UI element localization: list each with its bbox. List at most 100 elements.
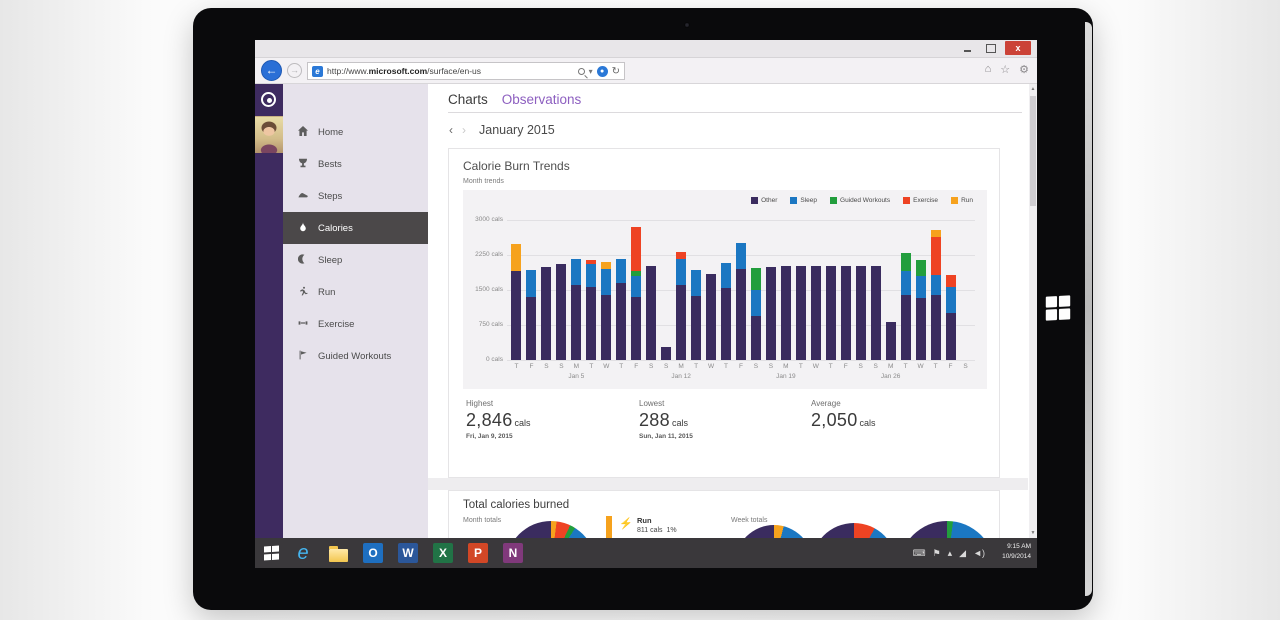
minimize-button[interactable] xyxy=(957,41,977,55)
site-favicon: e xyxy=(312,65,323,77)
sidebar-item-label: Calories xyxy=(318,222,353,234)
x-axis-day-label: M xyxy=(783,363,789,370)
legend-swatch xyxy=(903,197,911,204)
avatar[interactable] xyxy=(255,116,283,153)
x-axis-day-label: M xyxy=(573,363,580,370)
calorie-bar-chart: Other Sleep Guided Workouts Exercise Run 300… xyxy=(463,190,987,389)
windows-bezel-logo[interactable] xyxy=(1045,295,1071,321)
sidebar-item-bests[interactable]: Bests xyxy=(283,148,428,180)
x-axis-day-label: F xyxy=(739,363,743,370)
home-icon[interactable]: ⌂ xyxy=(984,63,992,75)
system-tray: ⌨ ⚑ ▴ ◢ ◄) xyxy=(913,538,985,568)
app-logo-button[interactable] xyxy=(261,92,276,107)
bar-segment-other xyxy=(750,315,761,360)
legend-swatch xyxy=(830,197,838,204)
page-scrollbar[interactable]: ▲ ▼ xyxy=(1029,84,1037,568)
bar-segment-guided-workouts xyxy=(750,267,761,290)
x-axis-day-label: S xyxy=(858,363,863,370)
powerpoint-icon[interactable]: P xyxy=(468,543,488,563)
sidebar-item-calories[interactable]: Calories xyxy=(283,212,428,244)
back-button[interactable]: ← xyxy=(261,60,282,81)
outlook-icon[interactable]: O xyxy=(363,543,383,563)
sidebar-item-label: Bests xyxy=(318,158,342,170)
week-totals-label: Week totals xyxy=(731,517,768,524)
stat-highest: Highest 2,846 cals Fri, Jan 9, 2015 xyxy=(466,399,531,440)
bar-segment-run xyxy=(930,230,941,237)
bar-segment-guided-workouts xyxy=(915,259,926,277)
sidebar-item-run[interactable]: Run xyxy=(283,276,428,308)
address-bar[interactable]: e http://www.microsoft.com/surface/en-us… xyxy=(307,62,625,80)
summary-stats: Highest 2,846 cals Fri, Jan 9, 2015 Lowes… xyxy=(449,399,1001,469)
bar-segment-other xyxy=(795,266,806,360)
file-explorer-icon[interactable] xyxy=(328,543,348,563)
bar-segment-guided-workouts xyxy=(900,252,911,272)
volume-icon[interactable]: ◄) xyxy=(973,548,985,558)
x-axis-day-label: T xyxy=(933,363,938,370)
x-axis-day-label: S xyxy=(753,363,759,370)
sidebar-item-exercise[interactable]: Exercise xyxy=(283,308,428,340)
dumbbell-icon xyxy=(298,318,308,331)
bar-segment-other xyxy=(586,287,597,360)
show-hidden-icons-button[interactable]: ▴ xyxy=(947,547,953,558)
sidebar-item-guided-workouts[interactable]: Guided Workouts xyxy=(283,340,428,372)
screen: x ← → e http://www.microsoft.com/surface… xyxy=(255,40,1037,568)
app-rail xyxy=(255,84,283,568)
runner-icon xyxy=(298,286,308,299)
sidebar-item-sleep[interactable]: Sleep xyxy=(283,244,428,276)
legend-item-other: Other xyxy=(751,197,777,204)
search-icon[interactable] xyxy=(577,67,585,75)
excel-icon[interactable]: X xyxy=(433,543,453,563)
prev-month-button[interactable]: ‹ xyxy=(449,123,453,137)
maximize-button[interactable] xyxy=(981,41,1001,55)
word-icon[interactable]: W xyxy=(398,543,418,563)
compatibility-icon[interactable]: ● xyxy=(596,65,608,77)
bar-segment-sleep xyxy=(750,290,761,316)
onenote-icon[interactable]: N xyxy=(503,543,523,563)
sidebar-item-label: Exercise xyxy=(318,318,355,330)
close-button[interactable]: x xyxy=(1005,41,1031,55)
flag-icon xyxy=(298,350,308,363)
action-center-flag-icon[interactable]: ⚑ xyxy=(932,547,941,558)
bar-segment-other xyxy=(765,266,776,360)
sidebar-item-label: Steps xyxy=(318,190,343,202)
x-axis-week-label: Jan 12 xyxy=(671,373,691,380)
sidebar-item-home[interactable]: Home xyxy=(283,116,428,148)
touch-keyboard-icon[interactable]: ⌨ xyxy=(912,547,926,558)
url-text: http://www.microsoft.com/surface/en-us xyxy=(327,66,482,76)
flame-icon xyxy=(298,221,308,235)
bar-segment-other xyxy=(930,294,941,360)
x-axis-day-label: W xyxy=(812,363,819,370)
bar-segment-other xyxy=(736,269,746,360)
bar-segment-other xyxy=(571,285,582,360)
scrollbar-thumb[interactable] xyxy=(1030,96,1036,206)
chevron-down-icon[interactable]: ▾ xyxy=(588,66,593,76)
bar-segment-sleep xyxy=(601,269,612,295)
gear-icon[interactable]: ⚙ xyxy=(1019,64,1029,76)
bar-segment-other xyxy=(556,263,567,360)
scroll-down-arrow[interactable]: ▼ xyxy=(1030,530,1036,536)
favorites-star-icon[interactable]: ☆ xyxy=(1000,64,1011,76)
bar-segment-sleep xyxy=(571,259,582,286)
y-axis-label: 2250 cals xyxy=(475,251,503,258)
forward-button[interactable]: → xyxy=(287,63,302,78)
network-icon[interactable]: ◢ xyxy=(959,547,967,558)
bar-segment-other xyxy=(541,266,552,360)
bar-segment-other xyxy=(676,285,687,360)
x-axis-day-label: T xyxy=(589,363,594,370)
bar-segment-other xyxy=(661,346,672,360)
sidebar-item-steps[interactable]: Steps xyxy=(283,180,428,212)
tab-charts[interactable]: Charts xyxy=(448,92,488,107)
y-axis-label: 750 cals xyxy=(478,321,503,328)
next-month-button[interactable]: › xyxy=(462,123,466,137)
gridline xyxy=(507,220,975,221)
taskbar-clock[interactable]: 9:15 AM 10/9/2014 xyxy=(1002,542,1031,562)
legend-label: Guided Workouts xyxy=(840,197,891,204)
scroll-up-arrow[interactable]: ▲ xyxy=(1030,86,1036,92)
tab-observations[interactable]: Observations xyxy=(501,92,582,107)
refresh-icon[interactable]: ↻ xyxy=(611,65,620,77)
bar-segment-other xyxy=(601,294,612,360)
totals-title: Total calories burned xyxy=(463,499,570,511)
start-button[interactable] xyxy=(264,545,279,561)
current-month-label: January 2015 xyxy=(479,123,555,137)
internet-explorer-icon[interactable]: e xyxy=(297,541,309,564)
